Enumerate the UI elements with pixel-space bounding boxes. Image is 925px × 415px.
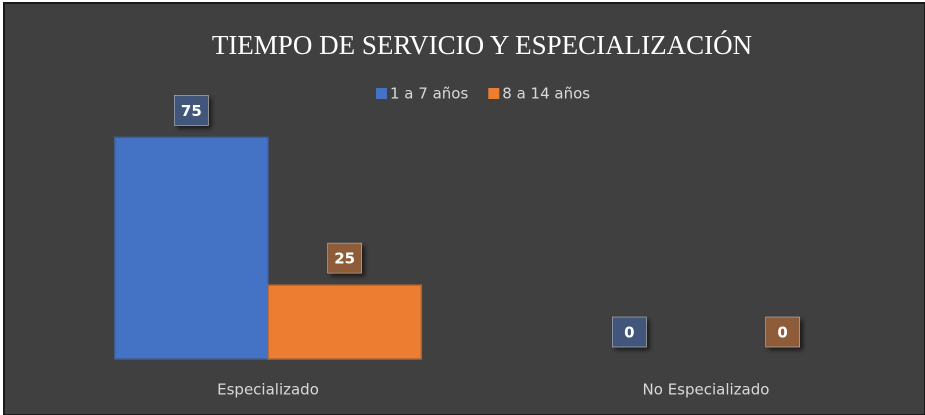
- data-label: 25: [334, 250, 355, 268]
- legend-label: 1 a 7 años: [390, 85, 468, 103]
- data-label: 0: [777, 324, 787, 342]
- legend-swatch: [376, 88, 387, 99]
- data-label: 75: [181, 102, 202, 120]
- bar: [113, 136, 269, 360]
- data-label-box: [612, 316, 647, 348]
- data-label-box: [765, 316, 800, 348]
- legend-label: 8 a 14 años: [502, 85, 590, 103]
- data-label-box: [327, 242, 362, 274]
- x-tick-label: No Especializado: [643, 381, 770, 399]
- legend-swatch: [488, 88, 500, 99]
- bar: [267, 284, 423, 360]
- chart-title: TIEMPO DE SERVICIO Y ESPECIALIZACIÓN: [212, 30, 752, 60]
- x-tick-label: Especializado: [217, 381, 319, 399]
- data-label-box: [174, 95, 209, 126]
- data-label: 0: [624, 324, 634, 342]
